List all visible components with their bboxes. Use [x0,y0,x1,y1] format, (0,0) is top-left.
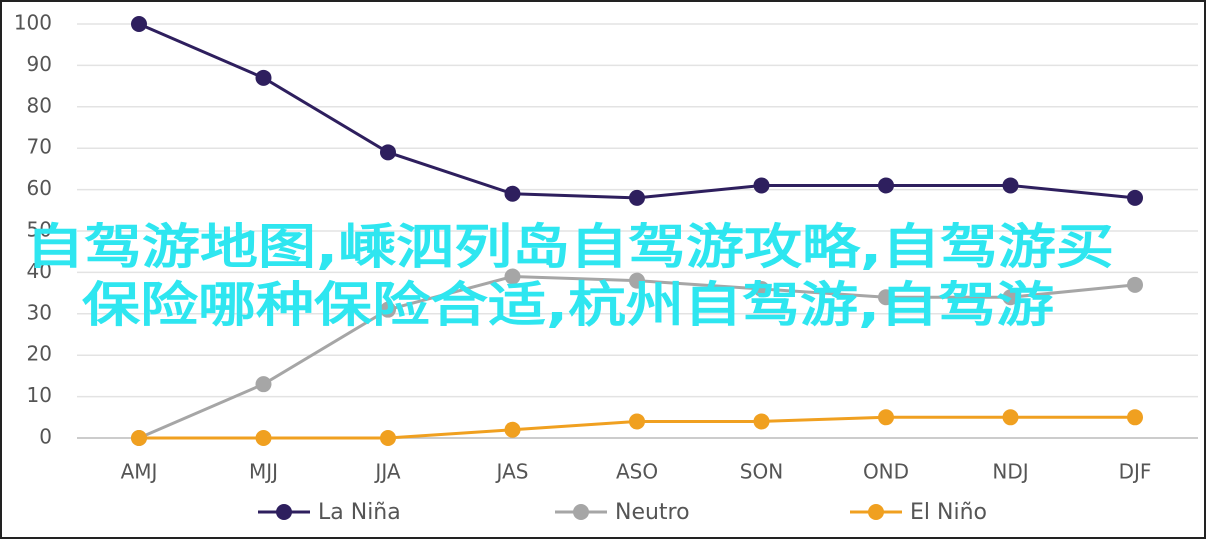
point [629,272,645,289]
x-tick-label: MJJ [249,460,278,484]
point [1002,289,1019,306]
point [504,185,521,202]
point [629,413,645,430]
series-line [138,22,1136,200]
point [255,430,272,446]
legend-marker [868,504,884,520]
y-tick-label: 20 [27,342,52,366]
legend-marker [573,504,589,520]
y-tick-label: 90 [27,52,52,76]
point [380,301,396,318]
point [753,177,770,194]
y-tick-label: 50 [27,218,52,242]
y-tick-label: 40 [27,259,52,283]
y-tick-label: 60 [27,176,52,200]
x-tick-label: JAS [495,460,529,484]
x-tick-label: SON [740,460,783,484]
annotation: 自驾游地图,嵊泗列岛自驾游攻略,自驾游买 [26,219,1114,275]
legend-label: Neutro [615,500,690,525]
point [878,177,894,194]
y-tick-label: 80 [27,93,52,117]
x-tick-label: NDJ [992,460,1028,484]
y-tick-label: 0 [39,425,52,449]
point [878,409,894,426]
y-tick-label: 100 [14,11,52,35]
point [878,289,894,306]
point [1127,276,1143,293]
y-tick-label: 10 [27,383,52,407]
y-tick-label: 70 [27,135,52,159]
point [1127,409,1143,426]
legend-label: El Niño [910,500,987,525]
point [380,144,396,161]
point [1127,189,1143,206]
point [255,376,272,393]
point [1002,177,1019,194]
y-tick-label: 30 [27,300,52,324]
point [629,189,645,206]
point [255,69,272,86]
x-tick-label: OND [863,460,909,484]
x-tick-label: DJF [1119,460,1152,484]
point [504,268,521,285]
x-tick-label: ASO [616,460,658,484]
point [1002,409,1019,426]
point [753,280,770,297]
legend-label: La Niña [318,500,401,525]
point [504,421,521,438]
point [753,413,770,430]
legend-marker [276,504,292,520]
x-tick-label: AMJ [121,460,158,484]
x-tick-label: JJA [373,460,400,484]
point [380,430,396,446]
annotation: 保险哪种保险合适,杭州自驾游,自驾游 [82,277,1054,333]
point [131,16,147,32]
point [131,430,147,446]
